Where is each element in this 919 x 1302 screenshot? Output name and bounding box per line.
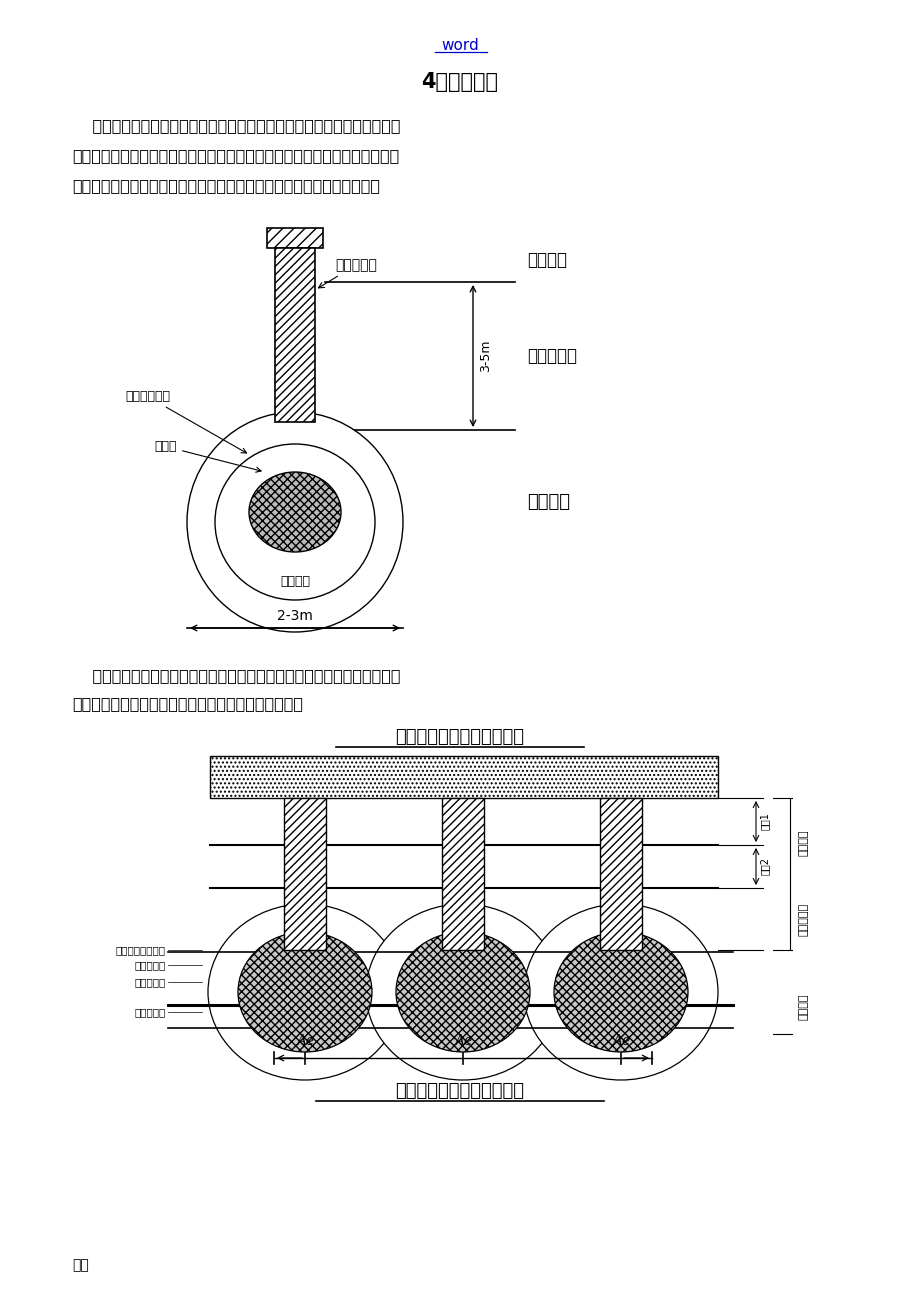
Text: 土层1: 土层1 <box>759 812 769 829</box>
Text: Ae: Ae <box>296 1034 313 1048</box>
Text: 3-5m: 3-5m <box>479 340 492 372</box>
Text: 软弱土层: 软弱土层 <box>798 829 808 857</box>
Text: 持力土层: 持力土层 <box>527 493 570 510</box>
Bar <box>210 756 717 798</box>
Bar <box>599 798 641 950</box>
Text: 混凝土桩身: 混凝土桩身 <box>318 258 377 288</box>
Text: 持力土层: 持力土层 <box>798 993 808 1021</box>
Text: 上部荷载通过桩身传递到载体，并最终传递到持力层。: 上部荷载通过桩身传递到载体，并最终传递到持力层。 <box>72 697 302 711</box>
Ellipse shape <box>187 411 403 631</box>
Text: 软弱土层: 软弱土层 <box>527 251 566 270</box>
Ellipse shape <box>215 444 375 600</box>
Text: 填充料: 填充料 <box>154 440 261 473</box>
Ellipse shape <box>553 932 687 1052</box>
Bar <box>275 247 314 422</box>
Ellipse shape <box>238 932 371 1052</box>
Text: 从受力原理分析：混凝土桩身相当于传力杆，载体相当于无筋扩展根底，: 从受力原理分析：混凝土桩身相当于传力杆，载体相当于无筋扩展根底， <box>72 668 400 684</box>
Text: 上部的竖向荷载，通过桩身传到复合载体，并扩散到根底底部的持力层。: 上部的竖向荷载，通过桩身传到复合载体，并扩散到根底底部的持力层。 <box>72 178 380 193</box>
Text: 文档: 文档 <box>72 1258 88 1272</box>
Ellipse shape <box>208 904 402 1079</box>
Bar <box>267 228 323 247</box>
Text: 夯实干硬性混凝土: 夯实干硬性混凝土 <box>116 945 165 954</box>
Ellipse shape <box>249 473 341 552</box>
Text: 4．工艺原理: 4．工艺原理 <box>421 72 498 92</box>
Ellipse shape <box>524 904 717 1079</box>
Text: 和干硬性混凝土，对桩端土进展挤密，形成复合地基扩展根底，将作用在桩顶: 和干硬性混凝土，对桩端土进展挤密，形成复合地基扩展根底，将作用在桩顶 <box>72 148 399 163</box>
Text: 复合载体夯扩桩是通过夯填填充料（碎砖，混凝土块，砾石等建筑垃圾）: 复合载体夯扩桩是通过夯填填充料（碎砖，混凝土块，砾石等建筑垃圾） <box>72 118 400 133</box>
Text: 干硬性混凝土: 干硬性混凝土 <box>125 391 246 453</box>
Ellipse shape <box>395 932 529 1052</box>
Text: Ae: Ae <box>453 1034 471 1048</box>
Text: 影响土体: 影响土体 <box>279 575 310 589</box>
Text: 夯实填充料: 夯实填充料 <box>134 960 165 970</box>
Text: 复合载体夯扩桩剖面示意图: 复合载体夯扩桩剖面示意图 <box>395 728 524 746</box>
Text: 复合载体夯扩桩受力的传递: 复合载体夯扩桩受力的传递 <box>395 1082 524 1100</box>
Text: 土层2: 土层2 <box>759 857 769 875</box>
Text: 影响区土体: 影响区土体 <box>134 1006 165 1017</box>
Text: 挤密土体: 挤密土体 <box>279 510 310 523</box>
Text: 2-3m: 2-3m <box>277 609 312 622</box>
Bar <box>441 798 483 950</box>
Text: 挤密区土体: 挤密区土体 <box>134 976 165 987</box>
Text: 承台梁(筏板): 承台梁(筏板) <box>441 760 485 773</box>
Text: word: word <box>440 38 479 53</box>
Text: 被加固土层: 被加固土层 <box>798 902 808 936</box>
Text: 被加固土层: 被加固土层 <box>527 348 576 365</box>
Text: Ae: Ae <box>611 1034 630 1048</box>
Bar <box>284 798 325 950</box>
Ellipse shape <box>366 904 560 1079</box>
